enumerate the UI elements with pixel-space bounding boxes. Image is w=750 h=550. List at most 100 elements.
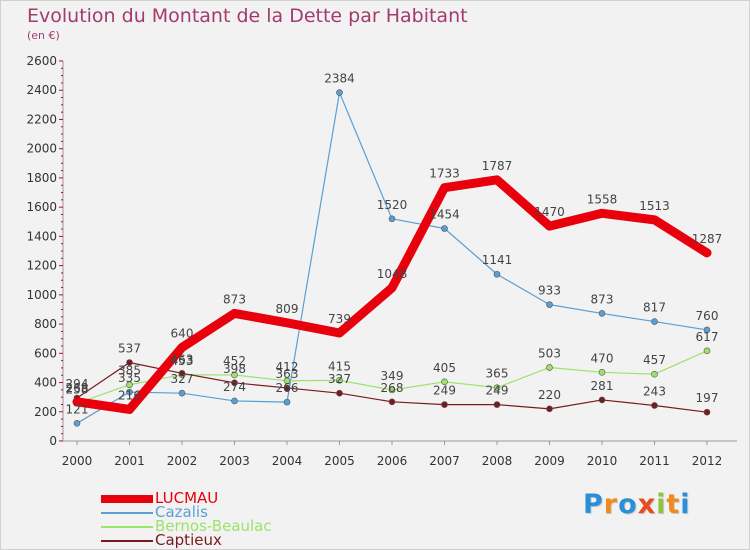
data-label: 268	[381, 381, 404, 395]
data-label: 268	[66, 381, 89, 395]
data-point	[283, 377, 291, 385]
logo-letter: i	[680, 489, 691, 520]
data-label: 415	[328, 359, 351, 373]
data-point	[598, 369, 606, 376]
data-point	[651, 370, 658, 378]
data-label: 335	[118, 371, 141, 385]
data-label: 197	[696, 391, 719, 405]
data-label: 452	[223, 354, 246, 368]
x-tick-label: 2011	[639, 454, 670, 468]
data-label: 281	[591, 379, 614, 393]
data-label: 760	[696, 309, 719, 323]
x-tick-label: 2010	[587, 454, 618, 468]
data-point	[703, 408, 711, 416]
data-label: 1048	[377, 267, 408, 281]
data-point	[546, 405, 553, 413]
data-point	[283, 384, 291, 392]
data-label: 617	[696, 330, 719, 344]
legend-label: LUCMAU	[155, 489, 219, 507]
data-label: 349	[381, 369, 404, 383]
data-point	[546, 364, 553, 371]
data-point	[441, 378, 448, 386]
data-labels: 268 216 640 873 809 739 1048 1733 1787 1470 1558 15…	[66, 72, 723, 417]
data-point	[598, 310, 606, 317]
data-label: 398	[223, 362, 246, 376]
data-point	[336, 89, 343, 96]
y-tick-label: 800	[34, 317, 57, 331]
chart-title: Evolution du Montant de la Dette par Hab…	[27, 5, 468, 27]
data-label: 1287	[692, 232, 723, 246]
data-point	[283, 398, 291, 406]
data-label: 327	[328, 372, 351, 386]
x-tick-label: 2004	[272, 454, 303, 468]
data-label: 2384	[324, 72, 355, 86]
data-label: 274	[223, 380, 246, 394]
x-tick-label: 2008	[482, 454, 513, 468]
x-tick-label: 2001	[114, 454, 145, 468]
data-label: 327	[171, 372, 194, 386]
data-point	[651, 318, 658, 325]
x-tick-label: 2002	[167, 454, 198, 468]
logo-letter: o	[618, 489, 638, 520]
legend-label: Cazalis	[155, 503, 208, 521]
data-label: 463	[171, 352, 194, 366]
legend-swatch	[101, 512, 153, 514]
y-tick-label: 1200	[26, 259, 57, 273]
x-tick-label: 2007	[429, 454, 460, 468]
y-tick-label: 1400	[26, 229, 57, 243]
data-label: 873	[223, 292, 246, 306]
legend-swatch	[101, 495, 153, 503]
data-point	[126, 388, 133, 396]
data-point	[388, 386, 396, 394]
data-point	[336, 377, 343, 384]
data-label: 809	[276, 302, 299, 316]
y-tick-label: 600	[34, 346, 57, 360]
data-point	[388, 398, 396, 406]
series-lines	[72, 89, 712, 427]
y-tick-label: 2000	[26, 142, 57, 156]
data-point	[126, 381, 133, 389]
legend-label: Bernos-Beaulac	[155, 517, 272, 535]
data-label: 537	[118, 342, 141, 356]
y-tick-label: 2200	[26, 112, 57, 126]
data-label: 817	[643, 301, 666, 315]
data-label: 1470	[534, 205, 565, 219]
data-label: 470	[591, 351, 614, 365]
y-tick-label: 200	[34, 405, 57, 419]
x-tick-label: 2006	[377, 454, 408, 468]
data-point	[651, 402, 658, 409]
data-point	[178, 389, 186, 397]
data-label: 1513	[639, 199, 670, 213]
logo-letter: x	[637, 489, 657, 520]
logo-letter: i	[656, 489, 667, 520]
data-label: 363	[276, 367, 299, 381]
data-label: 873	[591, 292, 614, 306]
legend-label: Captieux	[155, 531, 222, 549]
data-point	[493, 384, 501, 391]
chart-unit-label: (en €)	[27, 29, 60, 42]
data-label: 640	[171, 326, 194, 340]
data-label: 243	[643, 384, 666, 398]
data-point	[73, 420, 81, 427]
data-point	[231, 379, 238, 387]
axes: 0 200 400 600 800 1000 1200 1400 1600 1800 2000 220…	[26, 54, 737, 468]
data-label: 1520	[377, 198, 408, 212]
y-tick-label: 1000	[26, 288, 57, 302]
data-label: 1558	[587, 192, 618, 206]
data-point	[441, 401, 448, 408]
logo-letter: t	[666, 489, 681, 520]
data-point	[336, 389, 343, 397]
y-tick-label: 0	[49, 434, 57, 448]
y-tick-label: 2600	[26, 54, 57, 68]
legend-swatch	[101, 540, 153, 542]
data-label: 121	[66, 402, 89, 416]
data-point	[703, 326, 711, 334]
data-label: 249	[433, 384, 456, 398]
data-point	[178, 370, 186, 377]
y-tick-label: 400	[34, 376, 57, 390]
x-tick-label: 2012	[692, 454, 723, 468]
logo-letter: r	[603, 489, 619, 520]
y-tick-label: 2400	[26, 83, 57, 97]
x-tick-label: 2005	[324, 454, 355, 468]
